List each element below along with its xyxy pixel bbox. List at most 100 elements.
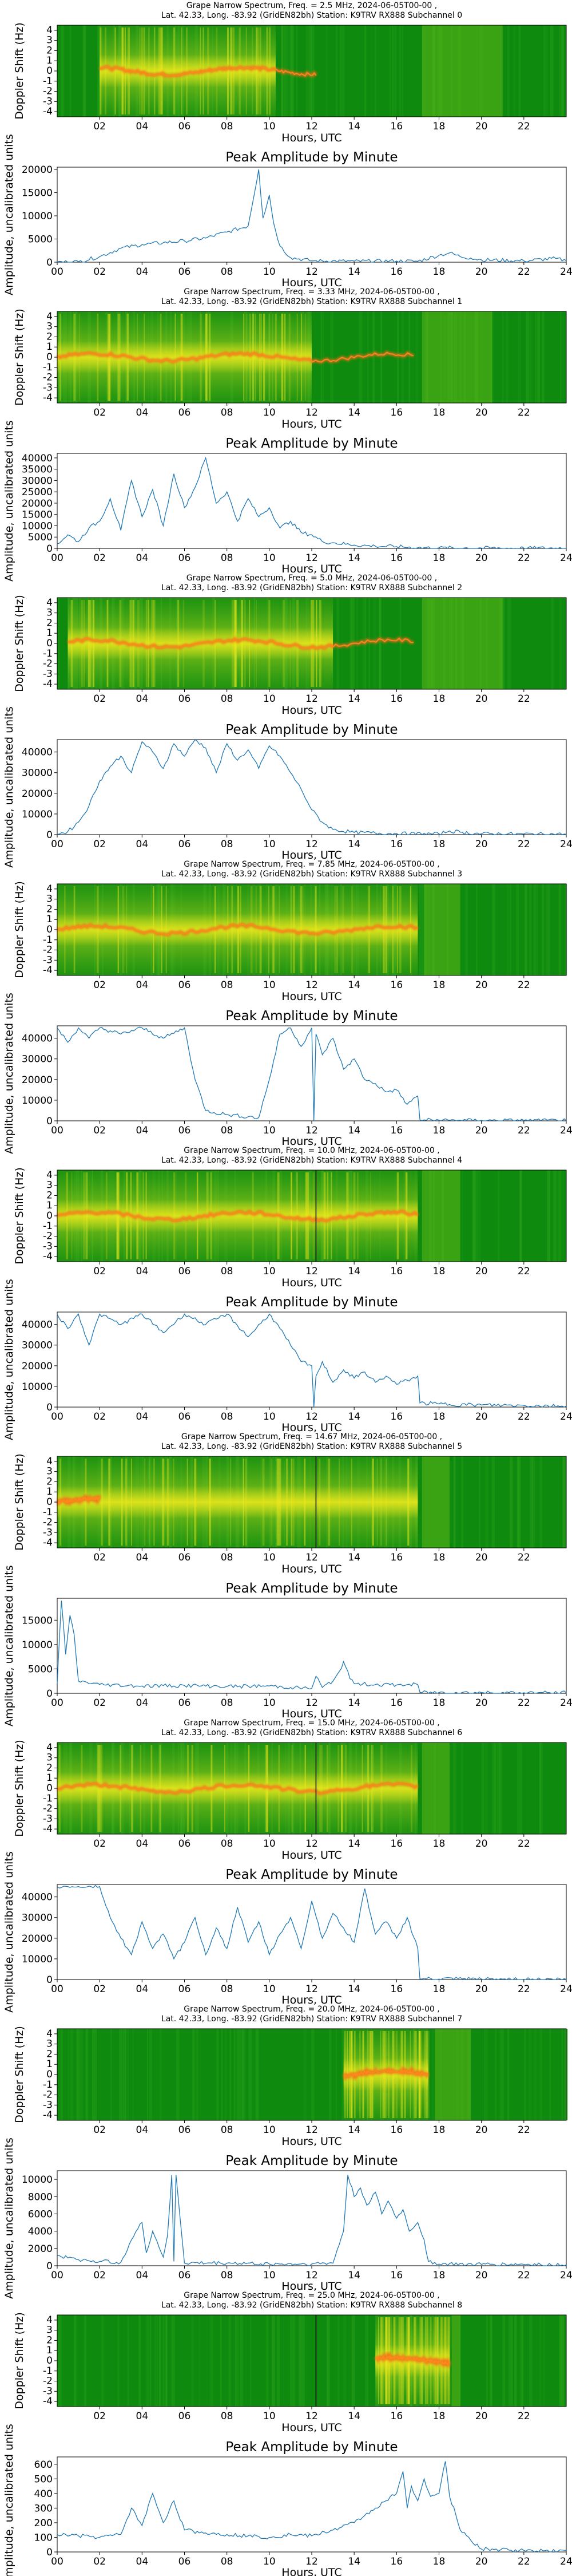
- spectrogram-noise-streak: [507, 2029, 510, 2120]
- x-tick-label: 10: [263, 266, 276, 278]
- spectrogram-striation: [99, 1745, 101, 1832]
- y-tick-label: 30000: [22, 1913, 53, 1924]
- x-tick-label: 22: [518, 1266, 530, 1277]
- chart-panel-11: Peak Amplitude by Minute 0 5000 10000 15000 0…: [3, 1565, 572, 1726]
- spectrogram-noise-streak: [533, 884, 537, 975]
- y-axis-label: Amplitude, uncalibrated units: [3, 706, 15, 868]
- spectrogram-noise-streak: [216, 2029, 219, 2120]
- y-tick-label: -1: [43, 648, 53, 659]
- x-tick-label: 08: [221, 2411, 233, 2422]
- y-tick-label: -4: [43, 678, 53, 690]
- y-tick-label: 4: [46, 597, 53, 609]
- x-tick-label: 12: [305, 1411, 318, 1423]
- spectrogram-striation: [286, 1459, 288, 1546]
- spectrogram-striation: [195, 1459, 197, 1546]
- spectrogram-striation: [153, 1459, 155, 1546]
- spectrogram-striation: [291, 1172, 292, 1259]
- x-tick-label: 14: [348, 979, 360, 991]
- spectrogram-striation: [157, 27, 159, 114]
- y-tick-label: -2: [43, 1231, 53, 1242]
- x-tick-label: 02: [93, 121, 106, 132]
- spectrogram-noise-streak: [549, 2029, 551, 2120]
- spectrogram-striation: [100, 27, 102, 114]
- spectrogram-noise-streak: [561, 25, 564, 117]
- y-tick-label: 40000: [22, 1319, 53, 1331]
- spectrogram-striation: [151, 600, 153, 687]
- spectrogram-striation: [271, 1459, 273, 1546]
- spectrogram-noise-streak: [162, 2315, 165, 2407]
- spectrogram-noise-streak: [490, 2315, 492, 2407]
- x-tick-label: 14: [348, 693, 360, 705]
- spectrogram-noise-streak: [289, 25, 293, 117]
- spectrogram-striation: [65, 1172, 67, 1259]
- x-tick-label: 06: [178, 693, 191, 705]
- x-tick-label: 22: [518, 2124, 530, 2136]
- x-tick-label: 02: [93, 1984, 106, 1995]
- y-tick-label: 10000: [22, 520, 53, 532]
- spectrogram-peak-line: [67, 637, 414, 649]
- spectrogram-noise-streak: [325, 25, 328, 117]
- spectrogram-striation: [142, 1172, 144, 1259]
- chart-panel-10: Grape Narrow Spectrum, Freq. = 14.67 MHz…: [13, 1432, 567, 1575]
- spectrogram-striation: [160, 314, 162, 401]
- spectrogram-striation: [227, 886, 229, 973]
- spectrogram-striation: [304, 1745, 306, 1832]
- x-tick-label: 22: [518, 121, 530, 132]
- spectrogram-striation: [245, 1459, 248, 1546]
- y-tick-label: -3: [43, 1527, 53, 1538]
- spectrogram-noise-streak: [191, 2315, 194, 2407]
- spectrogram-noise-streak: [542, 884, 544, 975]
- amplitude-title: Peak Amplitude by Minute: [225, 1867, 398, 1882]
- spectrogram-peak-line: [57, 1495, 101, 1505]
- x-tick-label: 02: [93, 1125, 106, 1136]
- spectrogram-noise-streak: [276, 2315, 280, 2407]
- spectrogram-noise-streak: [337, 2315, 340, 2407]
- spectrogram-noise-streak: [539, 2315, 542, 2407]
- y-axis-label: Amplitude, uncalibrated units: [3, 420, 15, 582]
- x-tick-label: 16: [391, 121, 403, 132]
- spectrogram-striation: [114, 27, 116, 114]
- spectrogram-striation: [101, 1459, 103, 1546]
- x-tick-label: 14: [348, 1838, 360, 1850]
- spectrogram-striation: [407, 1459, 410, 1546]
- x-tick-label: 04: [136, 979, 149, 991]
- spectrogram-striation: [153, 886, 154, 973]
- spectrogram-striation: [153, 886, 155, 973]
- spectrogram-striation: [105, 27, 106, 114]
- spectrogram-striation: [301, 886, 304, 973]
- y-tick-label: 0: [46, 1496, 53, 1508]
- chart-panel-16: Grape Narrow Spectrum, Freq. = 25.0 MHz,…: [13, 2291, 567, 2434]
- y-tick-label: 4: [46, 25, 53, 36]
- spectrogram-striation: [399, 2031, 401, 2118]
- spectrogram-striation: [262, 1459, 265, 1546]
- spectrogram-striation: [250, 886, 253, 973]
- spectrogram-striation: [109, 314, 110, 401]
- spectrogram-striation: [265, 1745, 267, 1832]
- spectrogram-striation: [341, 1745, 342, 1832]
- chart-panel-0: Grape Narrow Spectrum, Freq. = 2.5 MHz, …: [13, 1, 567, 144]
- spectrogram-noise-streak: [328, 2029, 332, 2120]
- spectrogram-noise-streak: [476, 884, 478, 975]
- spectrogram-noise-streak: [311, 25, 315, 117]
- x-tick-label: 06: [178, 266, 191, 278]
- spectrogram-striation: [384, 2031, 387, 2118]
- spectrogram-striation: [239, 27, 241, 114]
- spectrogram-striation: [380, 2031, 382, 2118]
- spectrogram-noise-streak: [563, 1456, 566, 1548]
- y-tick-label: 400: [34, 2488, 53, 2500]
- y-tick-label: 40000: [22, 747, 53, 758]
- spectrogram-noise-streak: [497, 1170, 500, 1262]
- x-axis-label: Hours, UTC: [281, 2421, 341, 2434]
- spectrogram-striation: [279, 1459, 281, 1546]
- spectrogram-striation: [404, 2031, 406, 2118]
- chart-panel-3: Peak Amplitude by Minute0500010000150002…: [3, 420, 572, 582]
- x-tick-label: 08: [221, 839, 233, 850]
- x-tick-label: 00: [51, 1697, 63, 1709]
- x-tick-label: 04: [136, 1411, 149, 1423]
- y-tick-label: -1: [43, 76, 53, 87]
- y-tick-label: 20000: [22, 1074, 53, 1086]
- spectrogram-noise-streak: [320, 311, 323, 403]
- spectrogram-noise-streak: [95, 2029, 97, 2120]
- spectrogram-noise-streak: [221, 2029, 223, 2120]
- y-tick-label: 3: [46, 321, 53, 333]
